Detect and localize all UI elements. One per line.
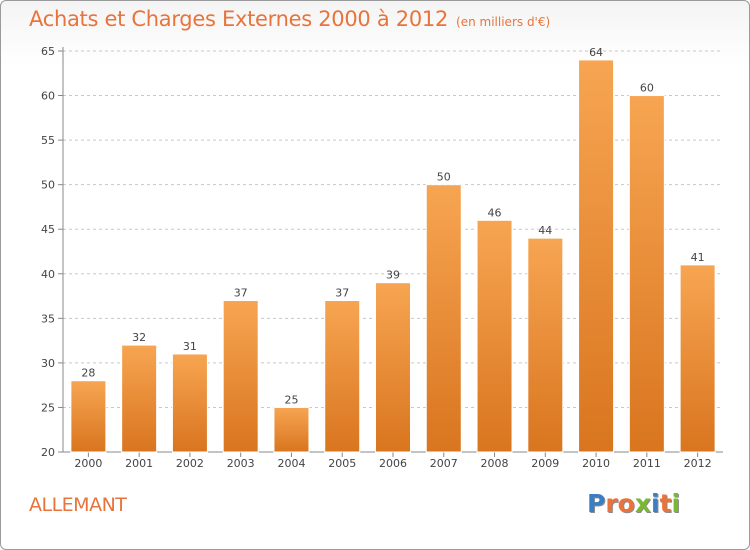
bar — [425, 184, 462, 453]
data-label: 25 — [284, 393, 298, 406]
x-tick-label: 2009 — [531, 457, 559, 470]
logo-letter: i — [651, 489, 660, 518]
y-tick-label: 20 — [41, 446, 55, 459]
data-label: 50 — [437, 171, 451, 184]
bar — [121, 344, 158, 453]
logo-letter: o — [617, 489, 635, 518]
data-label: 39 — [386, 269, 400, 282]
bar — [527, 237, 564, 453]
bar — [273, 406, 310, 453]
y-tick-label: 35 — [41, 312, 55, 325]
data-label: 44 — [538, 224, 552, 237]
y-tick-label: 60 — [41, 90, 55, 103]
bar — [476, 219, 513, 453]
bars: 28 32 31 37 25 37 39 50 46 44 64 60 41 — [70, 46, 716, 453]
data-label: 37 — [335, 287, 349, 300]
data-label: 31 — [183, 340, 197, 353]
y-tick-label: 45 — [41, 223, 55, 236]
data-label: 41 — [691, 251, 705, 264]
x-tick-label: 2003 — [227, 457, 255, 470]
bar — [70, 380, 107, 453]
y-tick-label: 25 — [41, 401, 55, 414]
data-label: 64 — [589, 46, 603, 59]
bar — [171, 353, 208, 453]
commune-name: ALLEMANT — [29, 494, 127, 516]
y-tick-label: 50 — [41, 179, 55, 192]
bar — [679, 264, 716, 453]
proxiti-logo: Proxiti — [587, 489, 680, 518]
logo-letter: r — [605, 489, 618, 518]
x-tick-label: 2001 — [125, 457, 153, 470]
x-tick-label: 2011 — [633, 457, 661, 470]
x-tick-label: 2008 — [481, 457, 509, 470]
x-tick-label: 2002 — [176, 457, 204, 470]
x-tick-label: 2006 — [379, 457, 407, 470]
bar — [375, 282, 411, 453]
logo-letter: x — [634, 489, 651, 518]
bar — [628, 95, 665, 453]
y-tick-label: 55 — [41, 134, 55, 147]
bar — [222, 300, 259, 453]
y-tick-label: 40 — [41, 268, 55, 281]
data-label: 37 — [234, 287, 248, 300]
chart-title: Achats et Charges Externes 2000 à 2012 (e… — [29, 7, 550, 31]
bar — [578, 59, 615, 453]
data-label: 28 — [81, 367, 95, 380]
x-tick-label: 2005 — [328, 457, 356, 470]
logo-letter: i — [671, 489, 681, 518]
logo-letter: P — [587, 489, 606, 518]
x-tick-label: 2007 — [430, 457, 458, 470]
y-tick-label: 30 — [41, 357, 55, 370]
data-label: 32 — [132, 331, 146, 344]
x-tick-label: 2012 — [684, 457, 712, 470]
x-tick-label: 2000 — [74, 457, 102, 470]
y-tick-label: 65 — [41, 45, 55, 58]
x-tick-label: 2010 — [582, 457, 610, 470]
data-label: 60 — [640, 82, 654, 95]
data-label: 46 — [488, 206, 502, 219]
x-tick-label: 2004 — [277, 457, 305, 470]
logo-letter: t — [659, 489, 672, 518]
chart-title-text: Achats et Charges Externes 2000 à 2012 — [29, 7, 449, 31]
chart-subtitle: (en milliers d'€) — [456, 15, 551, 29]
bar — [324, 300, 361, 453]
